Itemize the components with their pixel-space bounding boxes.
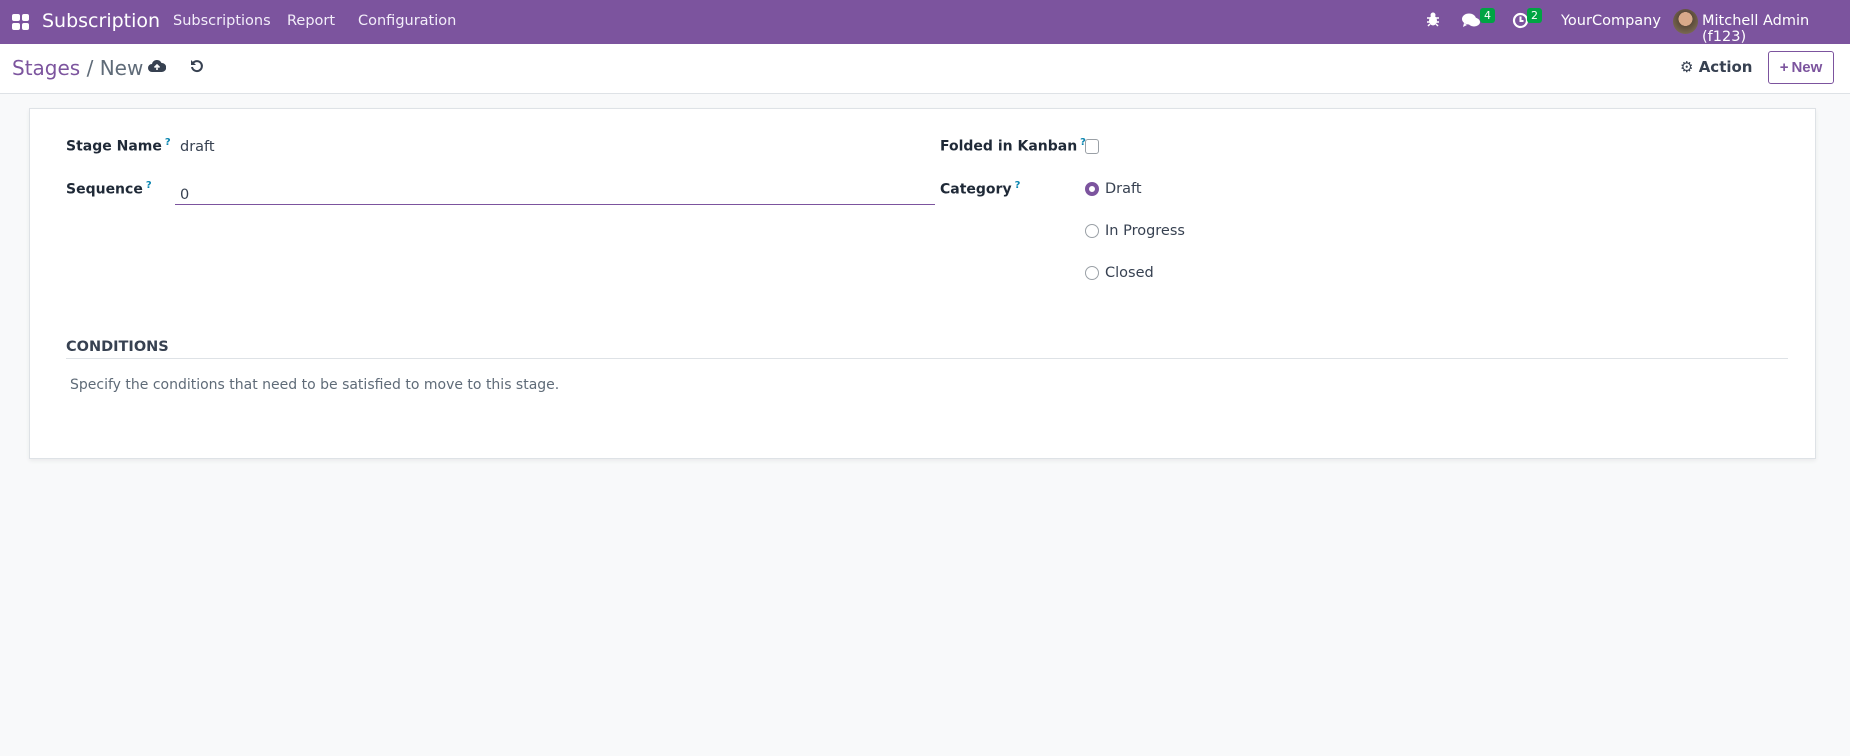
top-navbar: Subscription Subscriptions Report Config… — [0, 0, 1850, 45]
breadcrumb-separator: / — [86, 56, 100, 80]
user-avatar[interactable] — [1673, 9, 1698, 34]
gear-icon: ⚙ — [1680, 58, 1694, 76]
stage-name-label: Stage Name? — [66, 137, 171, 155]
control-panel: Stages / New ⚙ Action + New — [0, 44, 1850, 94]
folded-in-kanban-checkbox[interactable] — [1085, 139, 1099, 154]
category-radio-in-progress[interactable]: In Progress — [1085, 223, 1185, 239]
help-tooltip-icon[interactable]: ? — [145, 180, 152, 191]
conditions-description: Specify the conditions that need to be s… — [70, 377, 560, 393]
breadcrumb-current: New — [99, 56, 144, 80]
save-cloud-icon[interactable] — [148, 58, 167, 77]
folded-in-kanban-label: Folded in Kanban? — [940, 137, 1086, 155]
apps-menu-icon[interactable] — [12, 14, 29, 30]
breadcrumb: Stages / New — [12, 56, 143, 80]
sequence-label: Sequence? — [66, 180, 152, 198]
user-menu[interactable]: Mitchell Admin (f123) — [1702, 13, 1810, 45]
app-name[interactable]: Subscription — [42, 10, 161, 32]
help-tooltip-icon[interactable]: ? — [1080, 137, 1086, 148]
plus-icon: + — [1779, 59, 1789, 76]
menu-report[interactable]: Report — [287, 13, 336, 29]
messages-icon[interactable] — [1461, 12, 1481, 32]
discard-undo-icon[interactable] — [190, 58, 204, 77]
radio-checked-icon — [1085, 182, 1099, 196]
radio-label: Closed — [1105, 265, 1154, 281]
menu-configuration[interactable]: Configuration — [358, 13, 457, 29]
breadcrumb-stages[interactable]: Stages — [12, 56, 81, 80]
messages-badge: 4 — [1480, 8, 1495, 23]
activities-badge: 2 — [1527, 8, 1542, 23]
radio-label: In Progress — [1105, 223, 1185, 239]
new-button[interactable]: + New — [1768, 51, 1834, 84]
section-divider — [66, 358, 1788, 359]
action-menu-button[interactable]: ⚙ Action — [1680, 58, 1752, 76]
radio-unchecked-icon — [1085, 224, 1099, 238]
debug-bug-icon[interactable] — [1426, 11, 1440, 31]
form-sheet: Stage Name? draft Sequence? 0 Folded in … — [29, 108, 1816, 459]
category-radio-draft[interactable]: Draft — [1085, 181, 1142, 197]
help-tooltip-icon[interactable]: ? — [1014, 180, 1021, 191]
stage-name-input[interactable]: draft — [180, 139, 215, 155]
conditions-section-title: CONDITIONS — [66, 339, 169, 355]
sequence-input[interactable]: 0 — [175, 175, 935, 205]
new-label: New — [1791, 59, 1823, 76]
category-radio-closed[interactable]: Closed — [1085, 265, 1154, 281]
menu-subscriptions[interactable]: Subscriptions — [173, 13, 271, 29]
radio-label: Draft — [1105, 181, 1142, 197]
action-label: Action — [1698, 58, 1753, 76]
radio-unchecked-icon — [1085, 266, 1099, 280]
help-tooltip-icon[interactable]: ? — [164, 137, 171, 148]
category-label: Category? — [940, 180, 1021, 198]
company-switcher[interactable]: YourCompany — [1561, 13, 1661, 29]
